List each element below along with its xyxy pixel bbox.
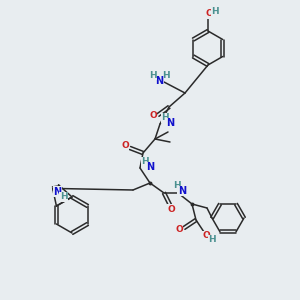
Text: N: N <box>155 76 163 86</box>
Text: H: H <box>149 70 157 80</box>
Text: N: N <box>146 162 154 172</box>
Text: N: N <box>54 187 62 197</box>
Text: H: H <box>60 193 68 202</box>
Text: H: H <box>211 8 219 16</box>
Text: O: O <box>167 205 175 214</box>
Text: N: N <box>166 118 174 128</box>
Text: H: H <box>161 113 169 122</box>
Text: O: O <box>175 224 183 233</box>
Text: O: O <box>202 232 210 241</box>
Text: O: O <box>205 10 213 19</box>
Text: N: N <box>178 186 186 196</box>
Text: H: H <box>208 236 216 244</box>
Text: O: O <box>121 142 129 151</box>
Text: O: O <box>149 112 157 121</box>
Text: H: H <box>173 182 181 190</box>
Text: H: H <box>141 158 149 166</box>
Text: H: H <box>162 71 170 80</box>
